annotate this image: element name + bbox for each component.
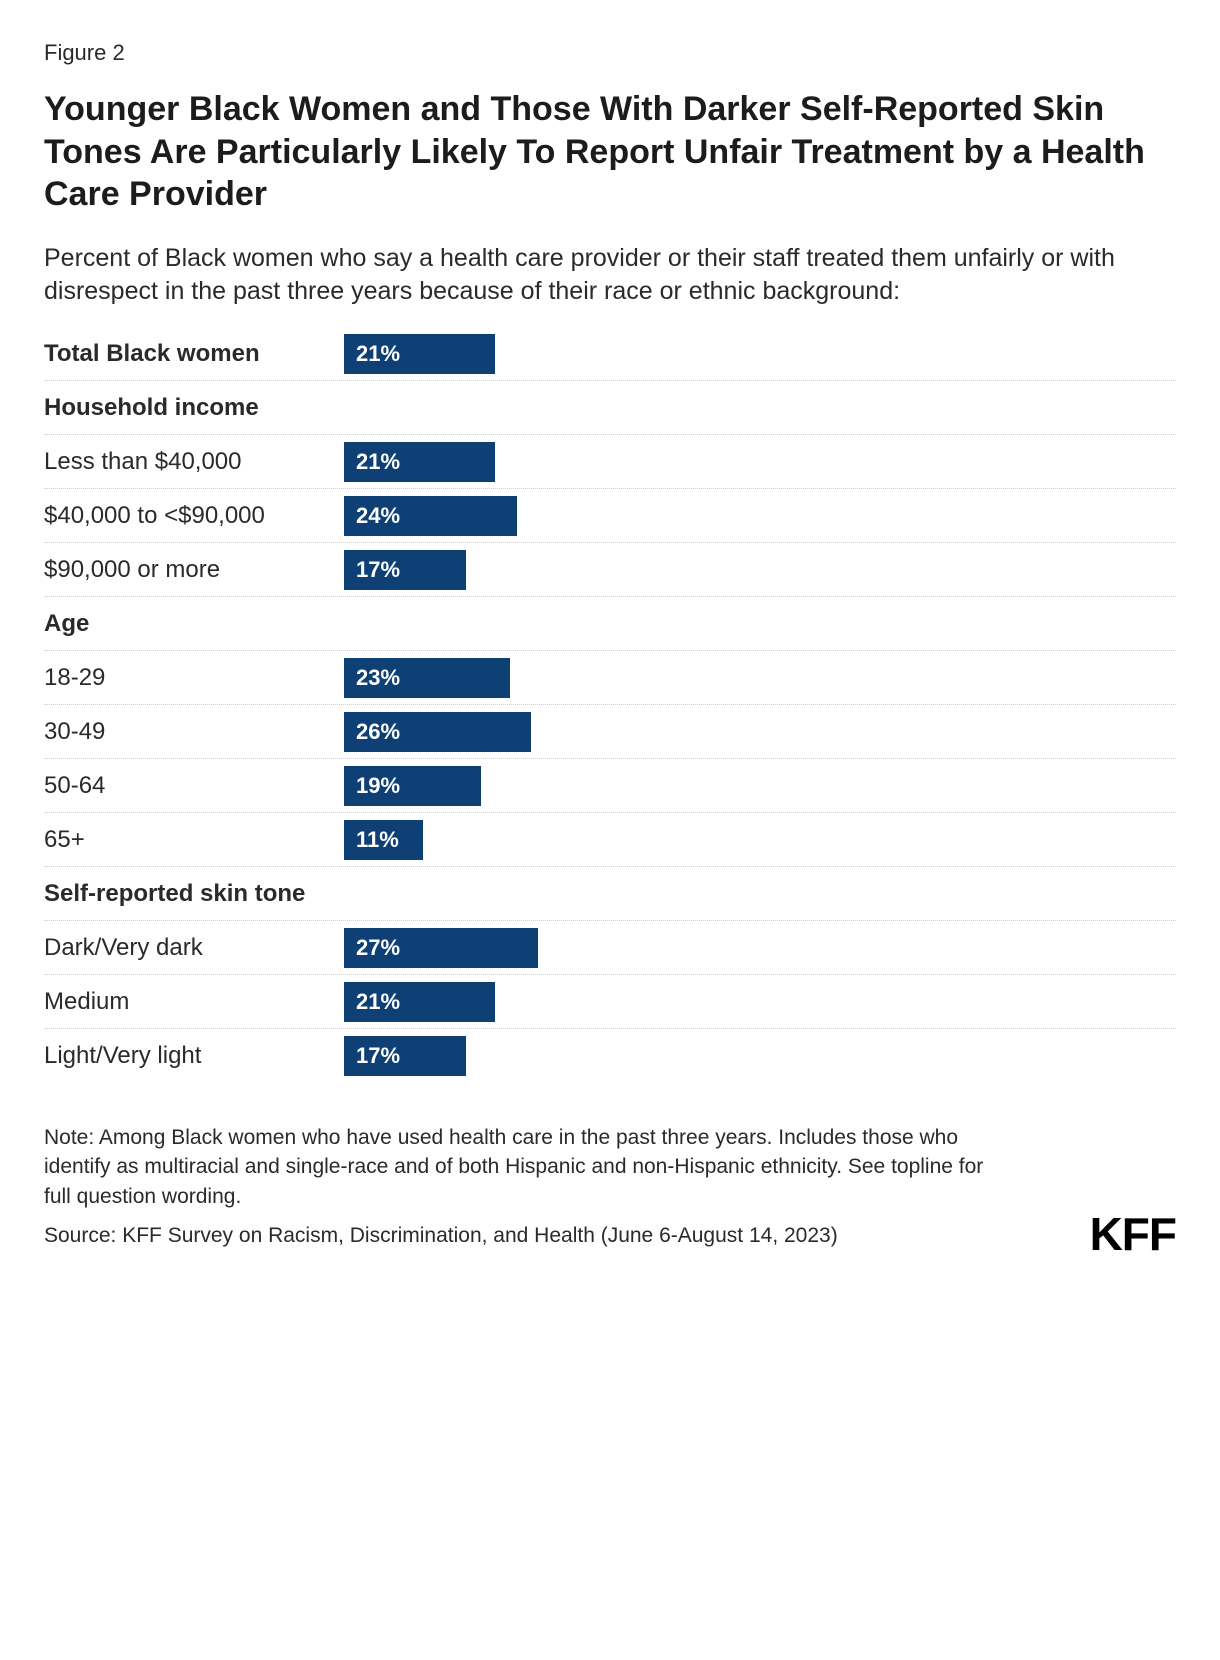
row-label: Age xyxy=(44,610,344,638)
bar-area xyxy=(344,597,1176,650)
note-text: Note: Among Black women who have used he… xyxy=(44,1123,1004,1211)
chart-subtitle: Percent of Black women who say a health … xyxy=(44,242,1176,310)
row-label: Dark/Very dark xyxy=(44,934,344,962)
bar-area: 17% xyxy=(344,1029,1176,1083)
row-label: 30-49 xyxy=(44,718,344,746)
bar: 21% xyxy=(344,442,495,482)
bar-row: Less than $40,00021% xyxy=(44,435,1176,489)
bar: 27% xyxy=(344,928,538,968)
row-label: 50-64 xyxy=(44,772,344,800)
bar-row: $40,000 to <$90,00024% xyxy=(44,489,1176,543)
figure-container: Figure 2 Younger Black Women and Those W… xyxy=(0,0,1220,1291)
group-header-row: Self-reported skin tone xyxy=(44,867,1176,921)
bar-row: Dark/Very dark27% xyxy=(44,921,1176,975)
bar-row: Light/Very light17% xyxy=(44,1029,1176,1083)
bar: 17% xyxy=(344,550,466,590)
row-label: Self-reported skin tone xyxy=(44,880,344,908)
group-header-row: Household income xyxy=(44,381,1176,435)
bar-chart: Total Black women21%Household incomeLess… xyxy=(44,327,1176,1083)
bar-area: 24% xyxy=(344,489,1176,542)
bar-row: 50-6419% xyxy=(44,759,1176,813)
bar: 19% xyxy=(344,766,481,806)
bar-row: 18-2923% xyxy=(44,651,1176,705)
bar-row: Total Black women21% xyxy=(44,327,1176,381)
figure-label: Figure 2 xyxy=(44,40,1176,66)
footer-notes: Note: Among Black women who have used he… xyxy=(44,1123,1004,1261)
group-header-row: Age xyxy=(44,597,1176,651)
row-label: $40,000 to <$90,000 xyxy=(44,502,344,530)
bar-area: 11% xyxy=(344,813,1176,866)
bar-row: 65+11% xyxy=(44,813,1176,867)
bar-area: 21% xyxy=(344,435,1176,488)
row-label: $90,000 or more xyxy=(44,556,344,584)
row-label: Medium xyxy=(44,988,344,1016)
bar-area: 21% xyxy=(344,975,1176,1028)
bar: 21% xyxy=(344,334,495,374)
bar-row: 30-4926% xyxy=(44,705,1176,759)
bar-area xyxy=(344,867,1176,920)
bar-area: 23% xyxy=(344,651,1176,704)
chart-title: Younger Black Women and Those With Darke… xyxy=(44,88,1176,216)
row-label: Light/Very light xyxy=(44,1042,344,1070)
bar-area: 27% xyxy=(344,921,1176,974)
bar: 24% xyxy=(344,496,517,536)
bar-area: 17% xyxy=(344,543,1176,596)
row-label: Household income xyxy=(44,394,344,422)
row-label: 18-29 xyxy=(44,664,344,692)
bar-area: 26% xyxy=(344,705,1176,758)
bar-area: 19% xyxy=(344,759,1176,812)
figure-footer: Note: Among Black women who have used he… xyxy=(44,1123,1176,1261)
source-text: Source: KFF Survey on Racism, Discrimina… xyxy=(44,1221,1004,1250)
row-label: Less than $40,000 xyxy=(44,448,344,476)
bar: 23% xyxy=(344,658,510,698)
bar-area xyxy=(344,381,1176,434)
bar: 21% xyxy=(344,982,495,1022)
bar-row: $90,000 or more17% xyxy=(44,543,1176,597)
row-label: 65+ xyxy=(44,826,344,854)
bar-area: 21% xyxy=(344,327,1176,380)
row-label: Total Black women xyxy=(44,340,344,368)
bar: 11% xyxy=(344,820,423,860)
kff-logo: KFF xyxy=(1090,1207,1176,1261)
bar: 17% xyxy=(344,1036,466,1076)
bar: 26% xyxy=(344,712,531,752)
bar-row: Medium21% xyxy=(44,975,1176,1029)
